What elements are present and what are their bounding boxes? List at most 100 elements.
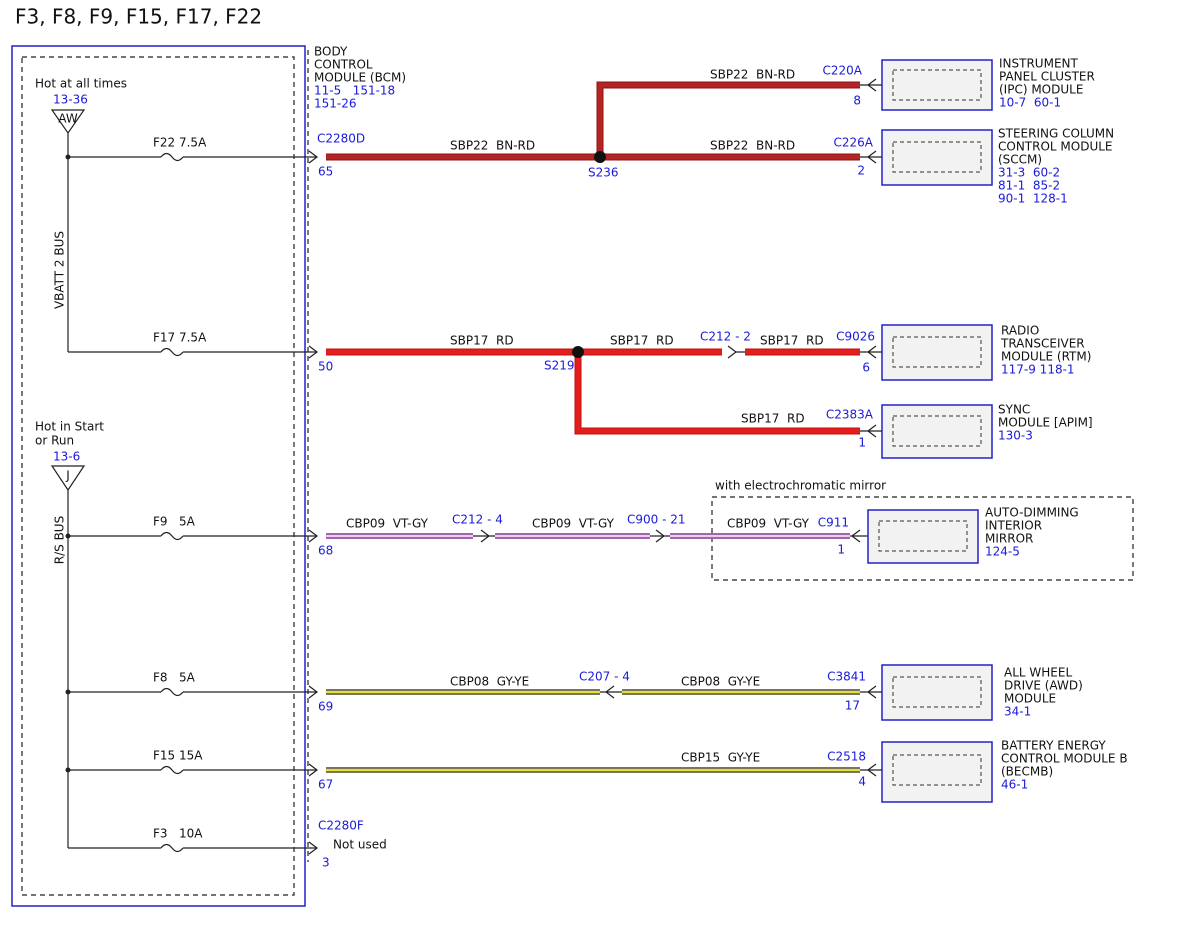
label: F15 15A xyxy=(153,749,203,763)
shape xyxy=(892,754,982,786)
label: DRIVE (AWD) xyxy=(1004,679,1083,693)
label: PANEL CLUSTER xyxy=(999,70,1095,84)
label: 2 xyxy=(857,164,865,178)
shape xyxy=(892,676,982,708)
shape xyxy=(326,349,860,434)
label: Hot in Start xyxy=(35,420,104,434)
label: CONTROL MODULE xyxy=(998,140,1113,154)
shape xyxy=(860,424,882,438)
label: 4 xyxy=(858,775,866,789)
shape xyxy=(308,345,318,359)
label: 65 xyxy=(318,165,333,179)
label: 117-9 118-1 xyxy=(1001,363,1075,377)
label: C2280F xyxy=(318,819,364,833)
shape xyxy=(860,78,882,92)
label: J xyxy=(65,469,70,483)
fuse-rows xyxy=(65,150,318,855)
label: 13-6 xyxy=(53,450,80,464)
label: C900 - 21 xyxy=(627,513,686,527)
labels: F3, F8, F9, F15, F17, F22BODYCONTROLMODU… xyxy=(15,5,1128,870)
label: C2280D xyxy=(317,132,365,146)
label: SBP22 BN-RD xyxy=(710,139,795,153)
shape xyxy=(892,69,982,101)
label: SBP17 RD xyxy=(450,334,514,348)
label: F8 5A xyxy=(153,671,196,685)
shape xyxy=(160,152,184,162)
label: VBATT 2 BUS xyxy=(53,231,67,309)
label: CBP09 VT-GY xyxy=(346,517,429,531)
label: with electrochromatic mirror xyxy=(715,479,886,493)
shape xyxy=(160,531,184,541)
shape xyxy=(860,685,882,699)
label: 11-5 151-18 xyxy=(314,84,395,98)
label: 1 xyxy=(837,543,845,557)
label: ALL WHEEL xyxy=(1004,666,1072,680)
shape xyxy=(867,509,979,564)
label: SBP22 BN-RD xyxy=(710,68,795,82)
shape xyxy=(326,82,860,160)
label: 90-1 128-1 xyxy=(998,192,1068,206)
label: SBP17 RD xyxy=(760,334,824,348)
label: 67 xyxy=(318,778,333,792)
label: C207 - 4 xyxy=(579,670,630,684)
label: INSTRUMENT xyxy=(999,57,1078,71)
label: STEERING COLUMN xyxy=(998,127,1114,141)
modules xyxy=(860,59,993,803)
shape xyxy=(881,404,993,459)
shape xyxy=(881,129,993,186)
label: AW xyxy=(58,112,78,126)
wires xyxy=(326,81,868,773)
shape xyxy=(160,687,184,697)
label: or Run xyxy=(35,434,74,448)
label: CBP08 GY-YE xyxy=(681,675,760,689)
shape xyxy=(50,465,86,492)
label: 130-3 xyxy=(998,429,1033,443)
shape xyxy=(21,56,295,896)
shape xyxy=(860,345,882,359)
label: C212 - 2 xyxy=(700,330,751,344)
label: C9026 xyxy=(836,330,875,344)
label: MODULE [APIM] xyxy=(998,416,1093,430)
label: 6 xyxy=(862,361,870,375)
shape xyxy=(881,741,993,803)
label: C220A xyxy=(823,64,863,78)
shape xyxy=(160,347,184,357)
label: 50 xyxy=(318,360,333,374)
label: C3841 xyxy=(827,670,866,684)
shape xyxy=(650,529,670,543)
label: AUTO-DIMMING xyxy=(985,506,1079,520)
label: S219 xyxy=(544,359,575,373)
shape xyxy=(878,520,968,552)
shape xyxy=(892,141,982,173)
label: MODULE (BCM) xyxy=(314,71,406,85)
label: S236 xyxy=(588,166,619,180)
label: RADIO xyxy=(1001,324,1039,338)
label: C911 xyxy=(818,516,849,530)
label: F3 10A xyxy=(153,827,203,841)
shape xyxy=(308,529,318,543)
frames xyxy=(11,45,1134,907)
label: CBP15 GY-YE xyxy=(681,751,760,765)
shape xyxy=(727,345,745,359)
label: Not used xyxy=(333,838,387,852)
label: (IPC) MODULE xyxy=(999,83,1083,97)
shape xyxy=(892,415,982,447)
label: 81-1 85-2 xyxy=(998,179,1060,193)
label: 3 xyxy=(322,856,330,870)
label: CBP08 GY-YE xyxy=(450,675,529,689)
shape xyxy=(881,59,993,111)
shape xyxy=(594,151,606,163)
label: 151-26 xyxy=(314,97,357,111)
shape xyxy=(308,841,318,855)
label: 8 xyxy=(853,94,861,108)
label: CBP09 VT-GY xyxy=(727,517,810,531)
shape xyxy=(473,529,495,543)
shape xyxy=(600,685,622,699)
shape xyxy=(860,150,882,164)
shape xyxy=(308,150,318,164)
label: F3, F8, F9, F15, F17, F22 xyxy=(15,5,262,29)
shape xyxy=(850,529,868,543)
shape xyxy=(892,336,982,368)
label: 31-3 60-2 xyxy=(998,166,1060,180)
label: MIRROR xyxy=(985,532,1033,546)
